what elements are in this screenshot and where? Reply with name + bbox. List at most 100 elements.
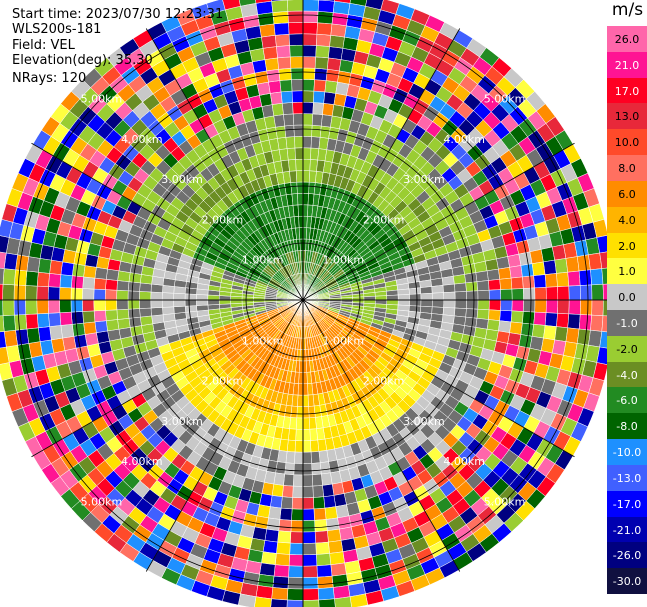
range-gate-cell: [309, 428, 318, 441]
range-gate-cell: [117, 318, 131, 330]
range-ring-label: 3.00km: [161, 173, 203, 186]
range-gate-cell: [520, 322, 534, 337]
range-gate-cell: [0, 346, 10, 365]
range-gate-cell: [295, 417, 304, 430]
range-gate-cell: [26, 256, 41, 273]
range-gate-cell: [139, 282, 152, 293]
range-gate-cell: [49, 259, 63, 275]
range-gate-cell: [71, 311, 84, 325]
range-gate-cell: [82, 310, 96, 324]
range-gate-cell: [318, 0, 335, 2]
range-gate-cell: [420, 299, 433, 308]
azimuth-spoke: [145, 299, 304, 572]
range-gate-cell: [116, 289, 129, 301]
range-gate-cell: [328, 46, 344, 60]
range-gate-cell: [332, 585, 351, 600]
range-gate-cell: [331, 482, 345, 496]
range-gate-cell: [271, 0, 288, 2]
range-gate-cell: [25, 270, 39, 287]
colorbar-swatch: [607, 26, 647, 53]
range-gate-cell: [0, 251, 7, 269]
instrument-text: WLS200s-181: [12, 22, 102, 37]
range-gate-cell: [264, 528, 279, 543]
range-ring-label: 4.00km: [443, 455, 485, 468]
range-gate-cell: [105, 279, 118, 291]
colorbar-label: -6.0: [616, 394, 638, 408]
range-gate-cell: [591, 299, 604, 316]
range-gate-cell: [352, 296, 365, 301]
range-gate-cell: [545, 286, 559, 301]
range-gate-cell: [128, 316, 142, 328]
range-gate-cell: [409, 299, 422, 307]
colorbar-swatch: [607, 103, 647, 130]
range-gate-cell: [273, 22, 290, 36]
range-gate-cell: [284, 462, 295, 476]
range-gate-cell: [294, 451, 304, 464]
range-gate-cell: [290, 56, 304, 69]
range-gate-cell: [302, 451, 312, 464]
range-gate-cell: [397, 288, 410, 296]
range-gate-cell: [3, 329, 18, 348]
range-gate-cell: [554, 258, 568, 274]
range-gate-cell: [278, 68, 292, 81]
range-gate-cell: [261, 551, 277, 565]
colorbar-label: 17.0: [614, 84, 640, 98]
range-gate-cell: [106, 319, 120, 332]
range-gate-cell: [82, 276, 96, 290]
range-gate-cell: [488, 279, 501, 291]
range-gate-cell: [488, 299, 502, 311]
range-gate-cell: [287, 588, 304, 601]
range-gate-cell: [302, 158, 311, 172]
range-gate-cell: [590, 314, 604, 332]
range-gate-cell: [266, 517, 281, 531]
range-gate-cell: [533, 311, 547, 326]
range-gate-cell: [302, 463, 313, 476]
range-gate-cell: [534, 287, 547, 301]
range-gate-cell: [310, 147, 320, 161]
range-gate-cell: [127, 290, 140, 301]
range-gate-cell: [302, 67, 316, 80]
range-gate-cell: [72, 263, 86, 278]
range-gate-cell: [291, 193, 299, 206]
range-gate-cell: [262, 46, 278, 60]
range-gate-cell: [466, 299, 479, 310]
range-gate-cell: [443, 299, 456, 309]
range-gate-cell: [311, 473, 323, 487]
range-gate-cell: [568, 285, 581, 301]
range-gate-cell: [464, 272, 478, 284]
range-gate-cell: [283, 473, 295, 487]
colorbar-label: -10.0: [612, 446, 642, 460]
range-gate-cell: [313, 79, 327, 93]
range-gate-cell: [318, 598, 336, 607]
range-gate-cell: [241, 299, 254, 304]
range-gate-cell: [107, 328, 121, 342]
range-gate-cell: [544, 273, 558, 288]
range-gate-cell: [295, 170, 304, 183]
range-gate-cell: [327, 528, 342, 543]
range-gate-cell: [576, 328, 591, 346]
range-gate-cell: [279, 79, 293, 93]
range-gate-cell: [290, 181, 298, 195]
range-ring-label: 3.00km: [403, 415, 445, 428]
range-gate-cell: [105, 309, 118, 321]
range-gate-cell: [579, 299, 593, 316]
range-gate-cell: [38, 326, 52, 342]
range-gate-cell: [270, 91, 283, 105]
range-gate-cell: [297, 204, 304, 217]
range-gate-cell: [282, 485, 294, 498]
range-gate-cell: [314, 519, 328, 532]
range-gate-cell: [278, 519, 292, 532]
range-gate-cell: [289, 542, 304, 556]
colorbar-swatch: [607, 387, 647, 414]
range-gate-cell: [271, 0, 289, 13]
range-ring-label: 2.00km: [363, 375, 405, 388]
range-gate-cell: [83, 265, 97, 279]
range-gate-cell: [60, 324, 75, 339]
range-gate-cell: [271, 483, 284, 497]
range-gate-cell: [302, 542, 317, 556]
range-gate-cell: [314, 68, 328, 81]
range-gate-cell: [323, 495, 336, 509]
azimuth-spoke: [31, 142, 304, 301]
range-gate-cell: [302, 576, 319, 590]
colorbar-swatch: [607, 361, 647, 388]
